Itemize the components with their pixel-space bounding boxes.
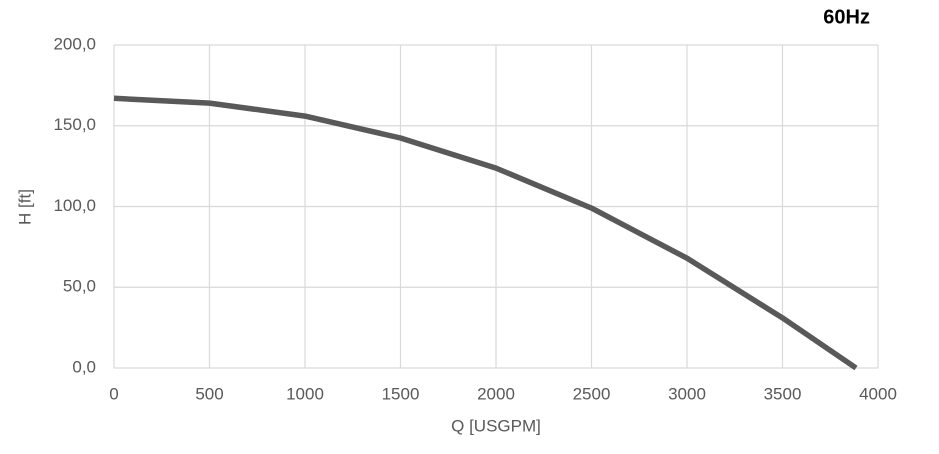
x-tick-label: 3500: [764, 384, 802, 403]
y-tick-label: 200,0: [53, 34, 96, 53]
x-tick-label: 1000: [286, 384, 324, 403]
chart-title: 60Hz: [823, 6, 870, 28]
x-tick-label: 4000: [859, 384, 897, 403]
x-axis-label: Q [USGPM]: [451, 416, 541, 435]
x-tick-label: 3000: [668, 384, 706, 403]
y-tick-label: 0,0: [72, 357, 96, 376]
y-tick-label: 150,0: [53, 115, 96, 134]
x-tick-label: 2000: [477, 384, 515, 403]
y-tick-label: 100,0: [53, 196, 96, 215]
x-tick-label: 2500: [573, 384, 611, 403]
x-tick-label: 1500: [382, 384, 420, 403]
y-axis-label: H [ft]: [15, 189, 34, 225]
x-tick-label: 0: [109, 384, 118, 403]
x-tick-label: 500: [195, 384, 223, 403]
y-tick-label: 50,0: [63, 277, 96, 296]
curve: [113, 95, 858, 371]
